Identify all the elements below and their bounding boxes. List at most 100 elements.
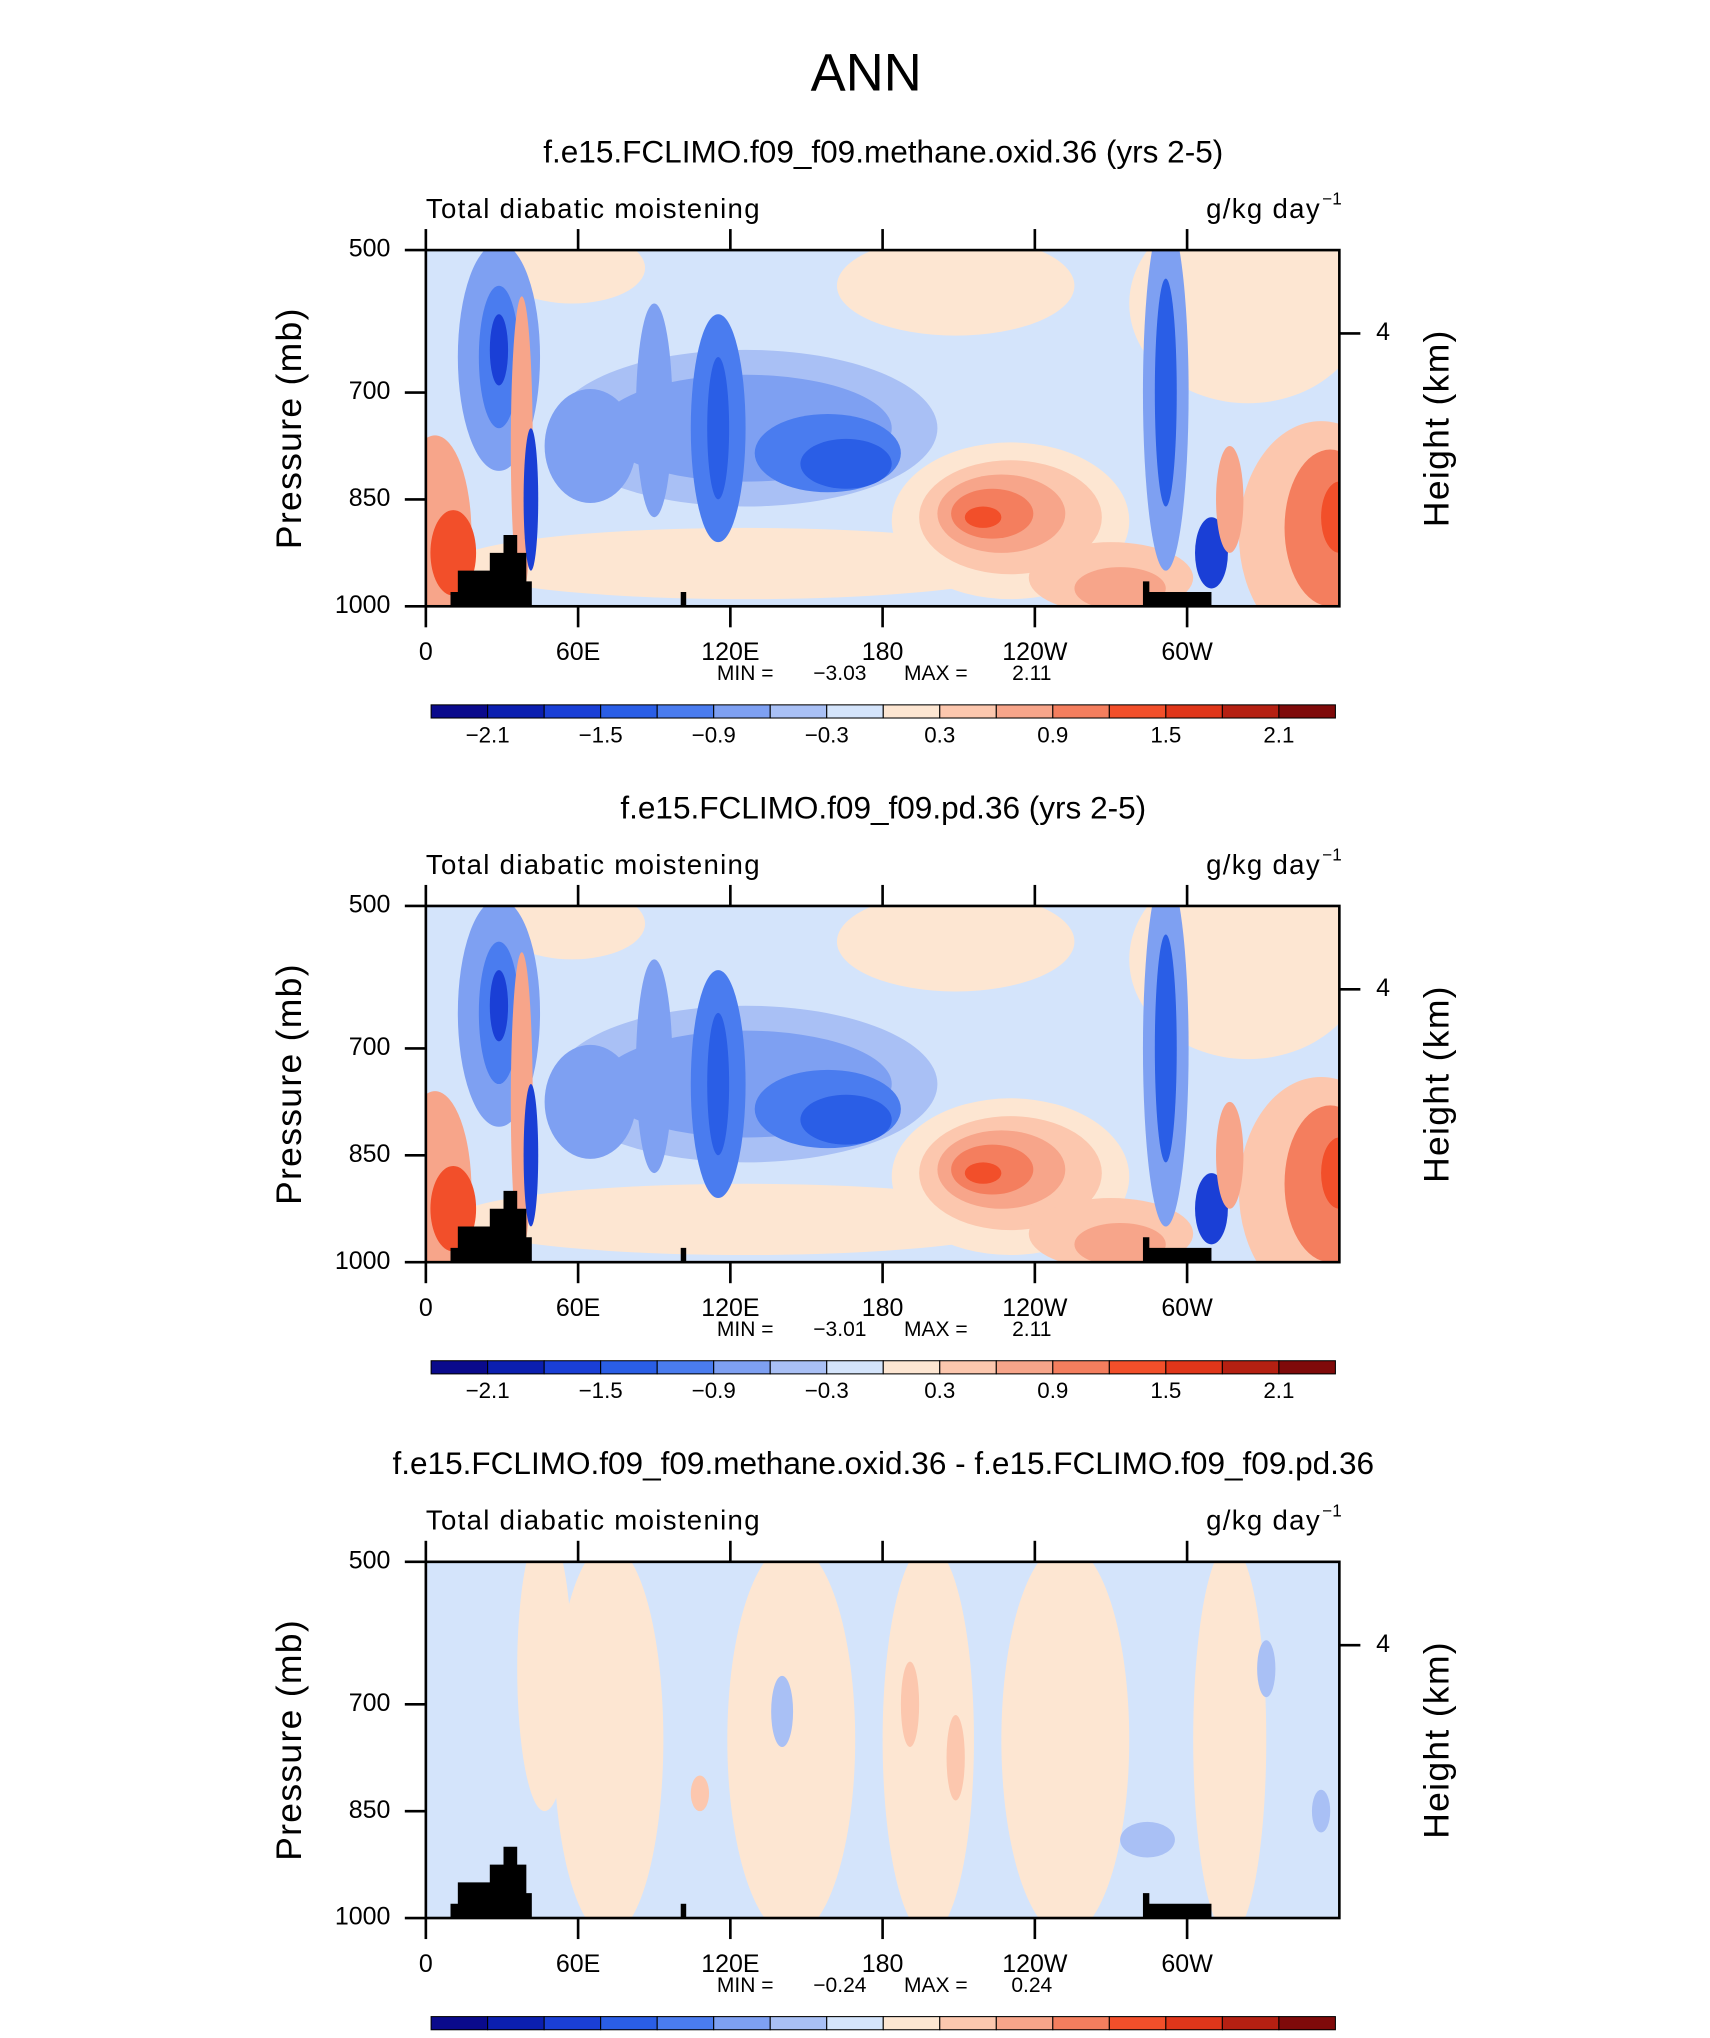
max-value: 2.11 <box>1012 662 1051 685</box>
colorbar-label: −1.5 <box>579 722 623 747</box>
contour-region <box>1193 1561 1267 1919</box>
units: g/kg day <box>1206 849 1321 880</box>
terrain <box>450 1190 532 1263</box>
y-tick-label: 700 <box>349 1689 391 1717</box>
y2-tick-label: 4 <box>1376 318 1390 346</box>
y-tick-label: 500 <box>349 1546 391 1574</box>
colorbar-label: −0.8 <box>635 2034 679 2038</box>
left-string: Total diabatic moistening <box>426 1505 761 1536</box>
colorbar-box <box>656 704 715 719</box>
y-tick-label: 1000 <box>335 591 391 619</box>
contour-region <box>800 438 892 489</box>
y-tick-label: 850 <box>349 484 391 512</box>
y-tick-label: 500 <box>349 891 391 919</box>
colorbar-box <box>713 1360 771 1375</box>
x-tick-label: 120E <box>701 638 759 666</box>
colorbar-box <box>487 1360 545 1375</box>
y2-axis-label: Height (km) <box>1417 985 1457 1183</box>
colorbar-box <box>1108 1360 1167 1375</box>
max-label: MAX = <box>904 662 968 685</box>
x-tick-label: 180 <box>862 638 904 666</box>
y2-tick-label: 4 <box>1376 974 1390 1002</box>
contour-region <box>498 250 646 304</box>
contour-region <box>1321 481 1340 553</box>
contour-region <box>1216 1101 1244 1209</box>
y2-axis-label: Height (km) <box>1417 329 1457 527</box>
units-exponent: −1 <box>1322 1501 1341 1520</box>
colorbar-box <box>1221 1360 1280 1375</box>
x-tick-label: 60W <box>1161 1294 1213 1322</box>
min-label: MIN = <box>717 1318 774 1341</box>
figure-title: ANN <box>811 43 922 102</box>
colorbar-box <box>882 704 941 719</box>
colorbar-box <box>882 1360 941 1375</box>
colorbar-label: −0.2 <box>748 2034 792 2038</box>
colorbar-box <box>600 2016 658 2031</box>
colorbar-box <box>1278 1360 1336 1375</box>
contour-region <box>1216 445 1244 553</box>
contour-region <box>523 428 539 571</box>
colorbar-box <box>1278 2016 1336 2031</box>
colorbar-label: 2.1 <box>1263 722 1294 747</box>
colorbar-box <box>656 1360 715 1375</box>
contour-region <box>544 1044 636 1159</box>
colorbar-box <box>939 1360 997 1375</box>
colorbar-box <box>826 704 884 719</box>
colorbar-box <box>600 704 658 719</box>
colorbar-label: −2.1 <box>466 1378 510 1403</box>
panel-title: f.e15.FCLIMO.f09_f09.methane.oxid.36 - f… <box>392 1445 1374 1481</box>
contour-region <box>836 905 1075 992</box>
colorbar-box <box>1165 2016 1223 2031</box>
max-value: 2.11 <box>1012 1318 1051 1341</box>
colorbar-label: −0.3 <box>805 722 849 747</box>
y2-tick-label: 4 <box>1376 1630 1390 1658</box>
contour-region <box>707 356 730 500</box>
colorbar-box <box>1052 2016 1110 2031</box>
terrain <box>1142 1893 1212 1919</box>
colorbar-box <box>882 2016 941 2031</box>
contour-region <box>964 1162 1002 1184</box>
y2-axis-label: Height (km) <box>1417 1641 1457 1839</box>
max-value: 0.24 <box>1011 1974 1052 1997</box>
panel-title: f.e15.FCLIMO.f09_f09.methane.oxid.36 (yr… <box>543 133 1223 169</box>
colorbar-box <box>769 1360 828 1375</box>
colorbar-label: 0.3 <box>924 1378 955 1403</box>
contour-region <box>1074 1222 1166 1263</box>
contour-region <box>1284 1105 1340 1263</box>
colorbar-box <box>713 704 771 719</box>
contour-region <box>1311 1789 1331 1833</box>
colorbar-box <box>769 704 828 719</box>
contour-region <box>1120 1821 1175 1858</box>
colorbar-box <box>995 704 1054 719</box>
x-tick-label: 120W <box>1002 1950 1068 1978</box>
contour-region <box>1154 934 1177 1163</box>
colorbar-box <box>995 1360 1054 1375</box>
contour-region <box>727 1561 856 1919</box>
contour-region <box>1001 1561 1130 1919</box>
contour-region <box>635 959 673 1174</box>
colorbar-box <box>1052 704 1110 719</box>
contour-region <box>1284 449 1340 607</box>
contour-region <box>1257 1640 1276 1698</box>
contour-region <box>1321 1137 1340 1209</box>
colorbar-box <box>1052 1360 1110 1375</box>
x-tick-label: 60E <box>556 1950 600 1978</box>
x-tick-label: 180 <box>862 1294 904 1322</box>
units-exponent: −1 <box>1322 846 1341 865</box>
x-tick-label: 60W <box>1161 1950 1213 1978</box>
colorbar-label: −1.5 <box>579 1378 623 1403</box>
contour-region <box>946 1715 965 1801</box>
colorbar-label: −1.5 <box>522 2034 566 2038</box>
contour-field <box>425 250 1340 607</box>
colorbar-box <box>1221 704 1280 719</box>
colorbar-label: 2.1 <box>1263 1378 1294 1403</box>
colorbar-box <box>1165 704 1223 719</box>
terrain <box>450 535 532 607</box>
colorbar-box <box>600 1360 658 1375</box>
min-label: MIN = <box>717 1974 774 1997</box>
colorbar-box <box>1108 704 1167 719</box>
y-axis-label: Pressure (mb) <box>269 963 309 1205</box>
max-label: MAX = <box>904 1974 968 1997</box>
colorbar-box <box>713 2016 771 2031</box>
